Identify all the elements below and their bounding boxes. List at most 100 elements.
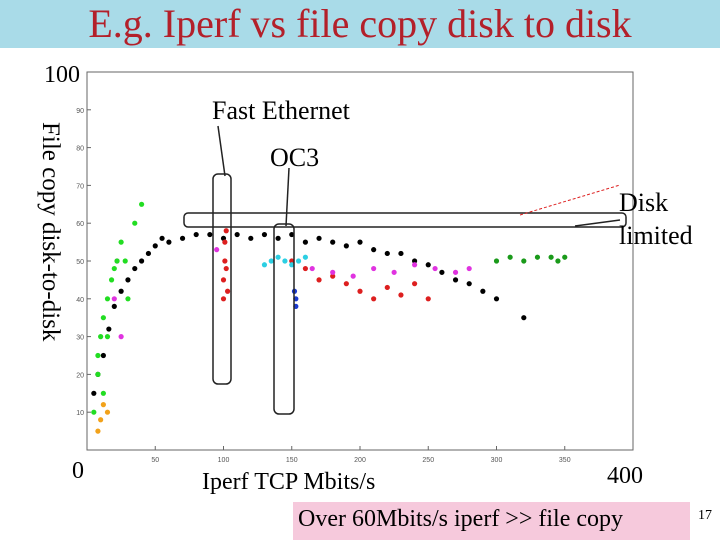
scatter-point [371,296,377,302]
scatter-point [179,235,186,241]
scatter-point [111,303,117,309]
scatter-point [118,288,124,294]
scatter-point [507,254,513,260]
scatter-point [439,269,445,275]
scatter-point [357,288,363,294]
fast-ethernet-box [212,173,232,385]
scatter-point [452,269,459,275]
scatter-point [261,231,268,238]
scatter-point [104,334,111,340]
scatter-point [106,326,112,332]
page-number: 17 [698,508,712,523]
scatter-point [371,247,377,253]
scatter-point [220,296,227,302]
scatter-point [100,390,106,396]
scatter-point [275,254,281,260]
scatter-point [118,334,124,340]
x-tick-label: 300 [491,457,503,464]
scatter-point [207,231,213,238]
scatter-point [91,390,97,396]
scatter-point [289,231,295,238]
fast-ethernet-pointer [217,125,226,177]
scatter-point [412,258,418,264]
scatter-point [193,231,199,238]
scatter-point [555,258,561,264]
scatter-point [371,265,377,272]
scatter-point [412,281,418,287]
scatter-point [275,235,281,241]
scatter-point [223,228,229,234]
scatter-point [282,258,288,264]
slide-title: E.g. Iperf vs file copy disk to disk [88,1,632,46]
oc3-pointer [285,167,290,227]
scatter-point [521,315,527,321]
scatter-point [466,265,472,272]
x-tick-label: 100 [218,457,230,464]
scatter-point [224,288,231,294]
scatter-point [452,277,459,283]
scatter-point [98,334,104,340]
scatter-point [289,262,295,268]
scatter-point [125,296,131,302]
scatter-point [118,239,124,245]
scatter-point [295,258,302,264]
scatter-point [350,273,356,279]
scatter-point [214,247,220,253]
scatter-point [91,409,97,415]
y-axis-label: File copy disk-to-disk [37,122,64,342]
x-axis-label: Iperf TCP Mbits/s [202,469,376,495]
scatter-point [125,277,131,283]
scatter-point [357,239,363,245]
x-tick-label: 350 [559,457,571,464]
plot-frame [86,71,634,451]
scatter-point [302,254,308,260]
disk-limited-pointer [574,219,621,227]
scatter-point [330,269,336,275]
x-tick-label: 250 [422,457,434,464]
y-tick-label: 30 [76,335,84,342]
scatter-point [330,239,336,245]
scatter-point [145,250,152,257]
y-tick-label: 90 [76,108,84,115]
scatter-point [289,258,295,264]
scatter-point [132,220,138,226]
scatter-point [493,258,500,264]
scatter-point [104,409,111,415]
scatter-point [493,296,500,302]
scatter-point [100,315,106,321]
y-axis-top-label: 100 [44,62,80,88]
scatter-point [152,243,158,249]
disk-limited-box [183,212,627,228]
scatter-point [248,235,254,241]
scatter-point [330,273,336,279]
scatter-point [100,352,106,359]
scatter-point [159,235,165,241]
x-tick-label: 200 [354,457,366,464]
scatter-point [391,269,397,275]
scatter-point [111,265,117,272]
scatter-point [122,258,128,264]
scatter-point [384,284,390,291]
scatter-point [302,239,308,245]
scatter-point [562,254,568,260]
scatter-point [398,250,404,257]
scatter-point [234,231,240,238]
scatter-point [95,428,101,434]
scatter-point [309,265,315,272]
scatter-point [166,239,172,245]
scatter-point [302,265,308,272]
scatter-point [480,288,486,294]
scatter-point [425,262,431,268]
scatter-point [268,258,274,264]
scatter-point [220,277,227,283]
y-tick-label: 10 [76,410,84,417]
scatter-point [114,258,120,264]
title-bar [0,0,720,48]
scatter-point [521,258,527,264]
scatter-point [432,265,438,272]
x-axis-right-label: 400 [607,463,643,489]
scatter-point [139,201,145,207]
scatter-point [384,250,390,257]
scatter-point [316,277,322,283]
